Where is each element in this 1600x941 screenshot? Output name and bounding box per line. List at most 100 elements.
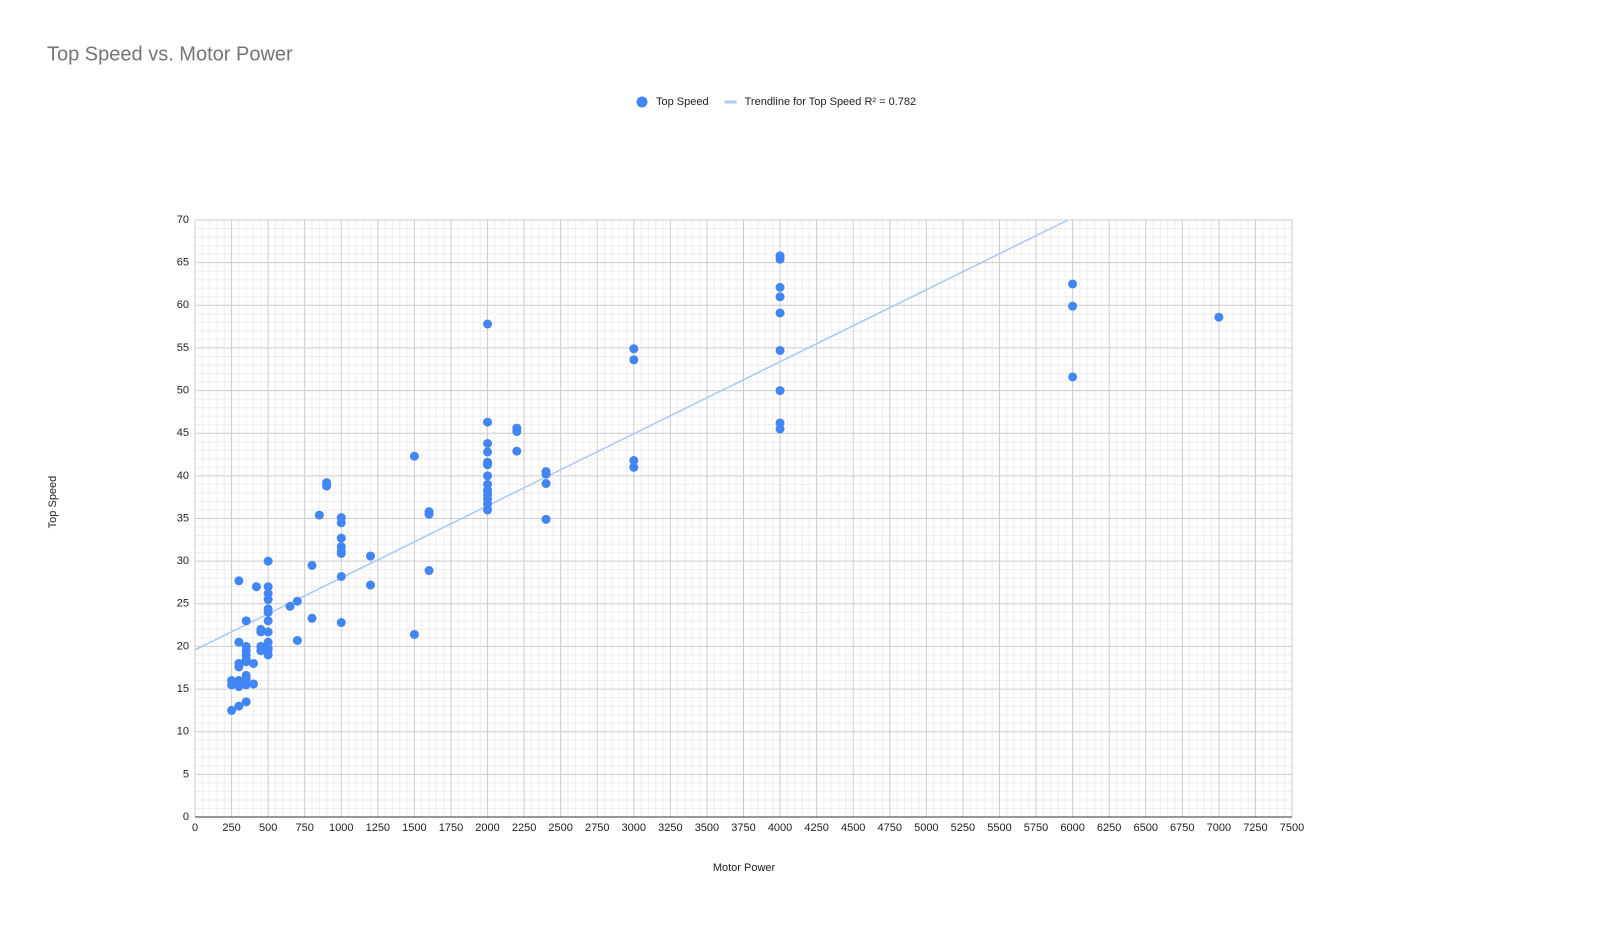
x-tick-label: 2250 [512, 822, 536, 834]
x-tick-label: 2750 [585, 822, 609, 834]
x-axis-title: Motor Power [713, 862, 776, 874]
x-tick-label: 6250 [1097, 822, 1121, 834]
point [629, 456, 639, 466]
point [292, 635, 302, 645]
y-tick-label: 5 [183, 768, 189, 780]
chart-title: Top Speed vs. Motor Power [47, 43, 293, 65]
point [409, 629, 419, 639]
point [483, 505, 493, 515]
point [483, 460, 493, 470]
y-tick-label: 50 [177, 384, 189, 396]
point [366, 580, 376, 590]
point [336, 571, 346, 581]
point [629, 355, 639, 365]
point [292, 596, 302, 606]
point [234, 662, 244, 672]
point [256, 627, 266, 637]
point [541, 514, 551, 524]
y-tick-label: 55 [177, 342, 189, 354]
legend-label: Top Speed [656, 96, 709, 108]
point [234, 682, 244, 692]
point [483, 319, 493, 329]
y-tick-label: 25 [177, 598, 189, 610]
x-tick-label: 5250 [951, 822, 975, 834]
point [775, 254, 785, 264]
point [483, 417, 493, 427]
y-tick-label: 70 [177, 214, 189, 226]
point [307, 613, 317, 623]
x-tick-label: 7250 [1243, 822, 1267, 834]
point [1068, 372, 1078, 382]
point [241, 680, 251, 690]
point [483, 447, 493, 457]
point [234, 576, 244, 586]
y-tick-label: 15 [177, 683, 189, 695]
x-tick-label: 0 [192, 822, 198, 834]
x-tick-label: 500 [259, 822, 277, 834]
x-tick-label: 3500 [695, 822, 719, 834]
point [775, 308, 785, 318]
point [263, 582, 273, 592]
x-tick-label: 4250 [804, 822, 828, 834]
point [1214, 312, 1224, 322]
point [424, 566, 434, 576]
point [483, 471, 493, 481]
point [629, 344, 639, 354]
x-tick-label: 4750 [878, 822, 902, 834]
y-tick-label: 20 [177, 640, 189, 652]
point [541, 479, 551, 489]
y-tick-label: 40 [177, 470, 189, 482]
x-tick-label: 3000 [622, 822, 646, 834]
point [424, 509, 434, 519]
trendline [194, 219, 1069, 651]
x-tick-label: 250 [222, 822, 240, 834]
point [263, 595, 273, 605]
point [629, 462, 639, 472]
y-axis-title: Top Speed [47, 476, 59, 529]
point [775, 282, 785, 292]
point [285, 601, 295, 611]
point [1068, 301, 1078, 311]
point [366, 551, 376, 561]
point [775, 424, 785, 434]
x-tick-label: 4500 [841, 822, 865, 834]
point [336, 533, 346, 543]
x-tick-label: 5750 [1024, 822, 1048, 834]
point [263, 556, 273, 566]
y-tick-label: 60 [177, 299, 189, 311]
point [251, 582, 261, 592]
point [483, 438, 493, 448]
y-tick-label: 35 [177, 512, 189, 524]
x-tick-label: 4000 [768, 822, 792, 834]
point [263, 607, 273, 617]
point [249, 679, 259, 689]
x-tick-label: 5500 [987, 822, 1011, 834]
point [227, 705, 237, 715]
point [336, 618, 346, 628]
point [775, 386, 785, 396]
point [263, 627, 273, 637]
x-tick-label: 7500 [1280, 822, 1304, 834]
point [512, 427, 522, 437]
y-tick-label: 10 [177, 726, 189, 738]
legend-label: Trendline for Top Speed R² = 0.782 [745, 96, 917, 108]
x-tick-label: 1250 [366, 822, 390, 834]
x-tick-label: 750 [296, 822, 314, 834]
point [512, 446, 522, 456]
x-tick-label: 3750 [731, 822, 755, 834]
point [263, 650, 273, 660]
x-tick-label: 5000 [914, 822, 938, 834]
y-tick-label: 65 [177, 257, 189, 269]
point [322, 481, 332, 491]
x-tick-label: 6000 [1060, 822, 1084, 834]
x-tick-label: 1500 [402, 822, 426, 834]
point [314, 510, 324, 520]
y-tick-label: 45 [177, 427, 189, 439]
point [336, 518, 346, 528]
y-tick-label: 30 [177, 555, 189, 567]
point [241, 616, 251, 626]
legend-marker [636, 96, 648, 108]
point [541, 469, 551, 479]
